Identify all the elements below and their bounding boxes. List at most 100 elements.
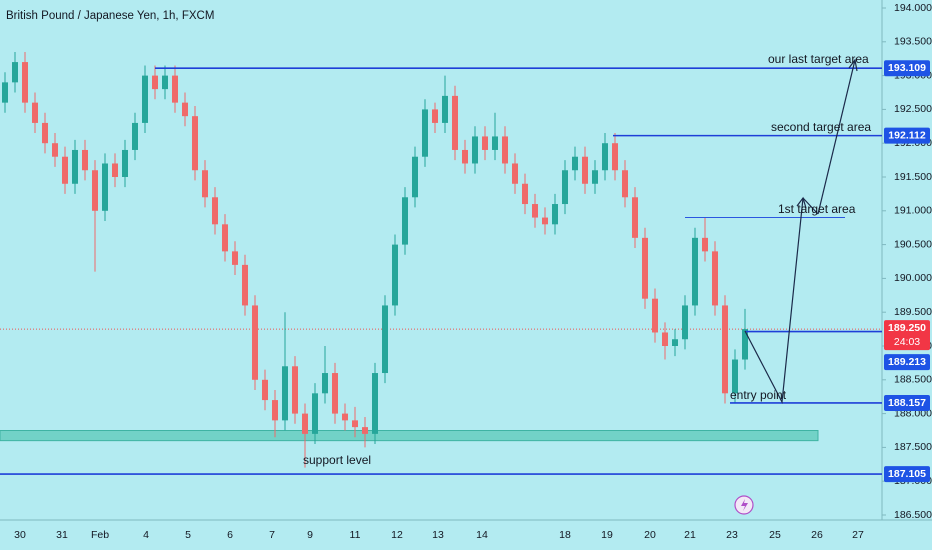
candle-body: [732, 359, 738, 394]
last-price-badge: [884, 320, 930, 351]
x-tick-label: 27: [852, 529, 864, 541]
candle-body: [142, 75, 148, 123]
y-tick-label: 192.500: [894, 103, 932, 115]
candle-body: [52, 143, 58, 157]
candle-body: [282, 366, 288, 421]
y-tick-label: 193.500: [894, 36, 932, 48]
candle-body: [132, 122, 138, 150]
y-tick-label: 186.500: [894, 509, 932, 521]
y-tick-label: 191.500: [894, 171, 932, 183]
annotation: second target area: [771, 120, 871, 134]
last-price-label: 189.250: [888, 322, 926, 334]
candle-body: [362, 427, 368, 434]
level-badge: [884, 60, 930, 77]
candle-body: [162, 75, 168, 90]
trade-path: [817, 59, 856, 215]
candle-body: [232, 251, 238, 265]
candle-body: [572, 156, 578, 171]
candle-body: [662, 332, 668, 346]
candle-body: [682, 305, 688, 340]
candle-body: [652, 298, 658, 333]
level-badge: [884, 466, 930, 483]
x-tick-label: 6: [227, 529, 233, 541]
candle-body: [422, 109, 428, 157]
candle-body: [122, 149, 128, 177]
y-tick-label: 188.500: [894, 374, 932, 386]
y-tick-label: 191.000: [894, 205, 932, 217]
x-tick-label: 30: [14, 529, 26, 541]
candle-body: [272, 400, 278, 421]
candle-body: [112, 163, 118, 177]
trade-path: [802, 197, 819, 215]
candle-body: [192, 116, 198, 171]
candle-body: [722, 305, 728, 394]
candle-body: [322, 373, 328, 394]
candle-body: [182, 102, 188, 117]
candle-body: [462, 149, 468, 164]
candle-body: [372, 373, 378, 434]
candle-body: [412, 156, 418, 198]
level-badge: [884, 354, 930, 371]
candle-body: [472, 136, 478, 164]
candle-body: [402, 197, 408, 245]
candle-body: [452, 95, 458, 150]
candle-body: [492, 136, 498, 150]
x-tick-label: 14: [476, 529, 488, 541]
x-tick-label: 31: [56, 529, 68, 541]
annotation: 1st target area: [778, 202, 856, 216]
x-tick-label: 21: [684, 529, 696, 541]
x-tick-label: 5: [185, 529, 191, 541]
annotation: entry point: [730, 388, 787, 402]
candle-body: [742, 329, 748, 360]
x-tick-label: 23: [726, 529, 738, 541]
candle-body: [32, 102, 38, 123]
arrow-head: [848, 58, 858, 72]
candle-body: [352, 420, 358, 428]
candle-body: [62, 156, 68, 184]
candle-body: [42, 122, 48, 144]
level-badge-label: 193.109: [888, 62, 926, 74]
candle-body: [712, 251, 718, 306]
y-tick-label: 190.500: [894, 238, 932, 250]
x-tick-label: 4: [143, 529, 149, 541]
candle-body: [302, 413, 308, 434]
candle-body: [12, 62, 18, 83]
candle-body: [592, 170, 598, 184]
candle-body: [382, 305, 388, 374]
annotation: support level: [303, 453, 371, 467]
y-tick-label: 189.500: [894, 306, 932, 318]
candle-body: [552, 204, 558, 225]
event-icon-bolt: [741, 499, 748, 511]
candle-body: [582, 156, 588, 184]
candle-body: [702, 237, 708, 252]
candle-body: [312, 393, 318, 434]
candle-body: [612, 143, 618, 171]
candle-body: [202, 170, 208, 198]
candle-body: [392, 244, 398, 306]
candle-body: [342, 413, 348, 421]
x-tick-label: 18: [559, 529, 571, 541]
x-tick-label: 20: [644, 529, 656, 541]
level-badge-label: 189.213: [888, 356, 926, 368]
candle-body: [542, 217, 548, 225]
candle-body: [692, 237, 698, 306]
level-badge-label: 188.157: [888, 397, 926, 409]
candle-body: [242, 264, 248, 306]
x-tick-label: 19: [601, 529, 613, 541]
chart-title: British Pound / Japanese Yen, 1h, FXCM: [6, 10, 214, 22]
candle-body: [642, 237, 648, 299]
candle-body: [432, 109, 438, 123]
candle-body: [252, 305, 258, 380]
level-badge-label: 187.105: [888, 468, 926, 480]
y-tick-label: 194.000: [894, 2, 932, 14]
candle-body: [92, 170, 98, 211]
candle-body: [672, 339, 678, 346]
candle-body: [522, 183, 528, 205]
support-zone: [0, 430, 819, 442]
candle-body: [562, 170, 568, 205]
level-badge: [884, 394, 930, 411]
x-tick-label: 12: [391, 529, 403, 541]
annotation: our last target area: [768, 52, 869, 66]
candle-body: [102, 163, 108, 211]
